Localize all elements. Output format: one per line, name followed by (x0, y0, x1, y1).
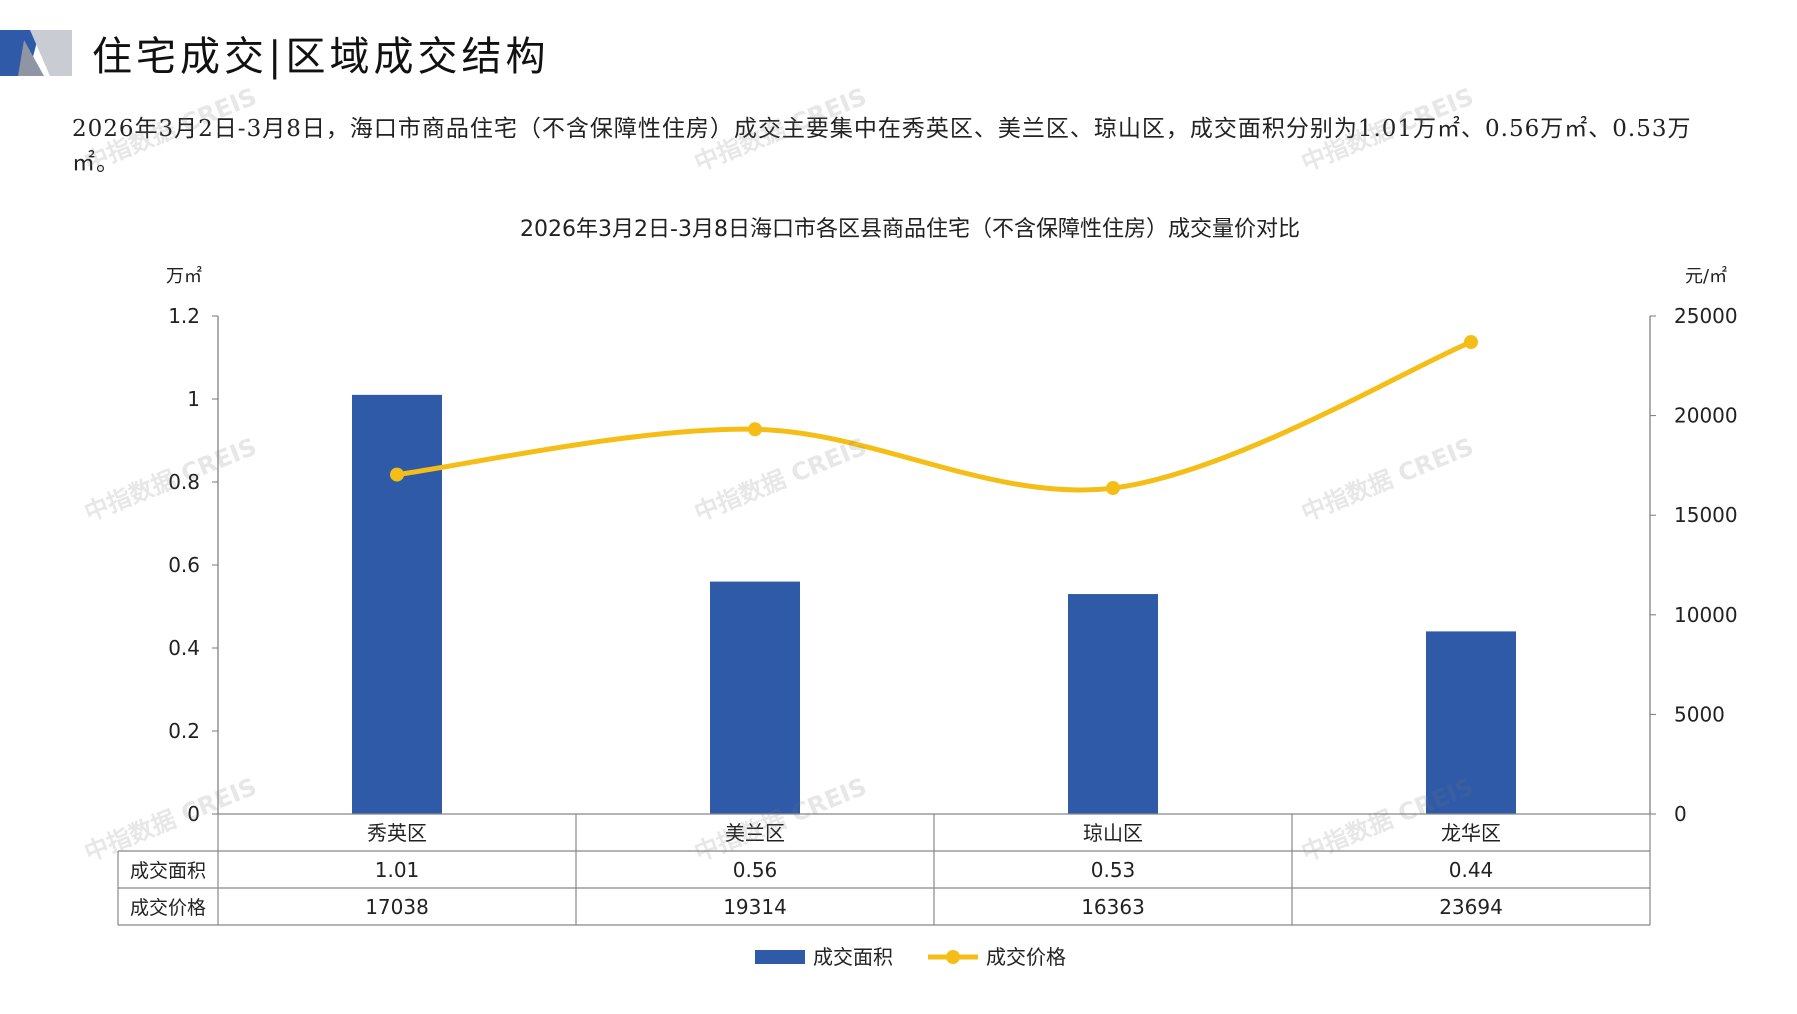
left-tick-label: 0.8 (168, 470, 200, 494)
category-label: 美兰区 (725, 821, 785, 845)
chart-title: 2026年3月2日-3月8日海口市各区县商品住宅（不含保障性住房）成交量价对比 (520, 217, 1300, 242)
price-value-label: 19314 (723, 895, 787, 919)
left-tick-label: 0.2 (168, 719, 200, 743)
category-label: 琼山区 (1083, 821, 1143, 845)
bar-1 (352, 394, 442, 814)
right-tick-label: 25000 (1674, 304, 1738, 328)
row-header-price: 成交价格 (130, 897, 206, 919)
left-tick-label: 1 (187, 387, 200, 411)
area-value-label: 0.56 (733, 858, 778, 882)
logo-mark-icon (0, 30, 72, 76)
legend-bar-label: 成交面积 (813, 945, 893, 969)
bar-3 (1068, 594, 1158, 814)
bar-2 (710, 581, 800, 814)
area-value-label: 0.44 (1449, 858, 1494, 882)
price-line (396, 339, 1472, 493)
price-point-4 (1464, 335, 1478, 350)
left-tick-label: 0.6 (168, 553, 200, 577)
right-axis-unit: 元/㎡ (1685, 265, 1727, 287)
area-value-label: 0.53 (1091, 858, 1136, 882)
page-header: 住宅成交|区域成交结构 (0, 18, 1797, 88)
left-tick-label: 1.2 (168, 304, 200, 328)
legend-line-label: 成交价格 (986, 945, 1066, 969)
category-label: 秀英区 (367, 821, 427, 845)
legend-line-marker (946, 950, 960, 964)
row-header-area: 成交面积 (130, 860, 206, 882)
right-tick-label: 15000 (1674, 503, 1738, 527)
price-value-label: 23694 (1439, 895, 1503, 919)
right-tick-label: 20000 (1674, 404, 1738, 428)
price-value-label: 16363 (1081, 895, 1145, 919)
right-tick-label: 0 (1674, 802, 1687, 826)
left-tick-label: 0.4 (168, 636, 200, 660)
price-value-label: 17038 (365, 895, 429, 919)
price-point-1 (390, 467, 404, 482)
price-point-3 (1106, 481, 1120, 496)
summary-text: 2026年3月2日-3月8日，海口市商品住宅（不含保障性住房）成交主要集中在秀英… (72, 116, 1692, 176)
right-tick-label: 10000 (1674, 603, 1738, 627)
area-value-label: 1.01 (375, 858, 420, 882)
left-tick-label: 0 (187, 802, 200, 826)
left-axis-unit: 万㎡ (166, 265, 202, 287)
bar-4 (1426, 631, 1516, 814)
legend-bar-swatch (755, 950, 805, 964)
category-label: 龙华区 (1441, 821, 1501, 845)
right-tick-label: 5000 (1674, 702, 1725, 726)
price-point-2 (748, 422, 762, 437)
page-title: 住宅成交|区域成交结构 (92, 34, 550, 80)
